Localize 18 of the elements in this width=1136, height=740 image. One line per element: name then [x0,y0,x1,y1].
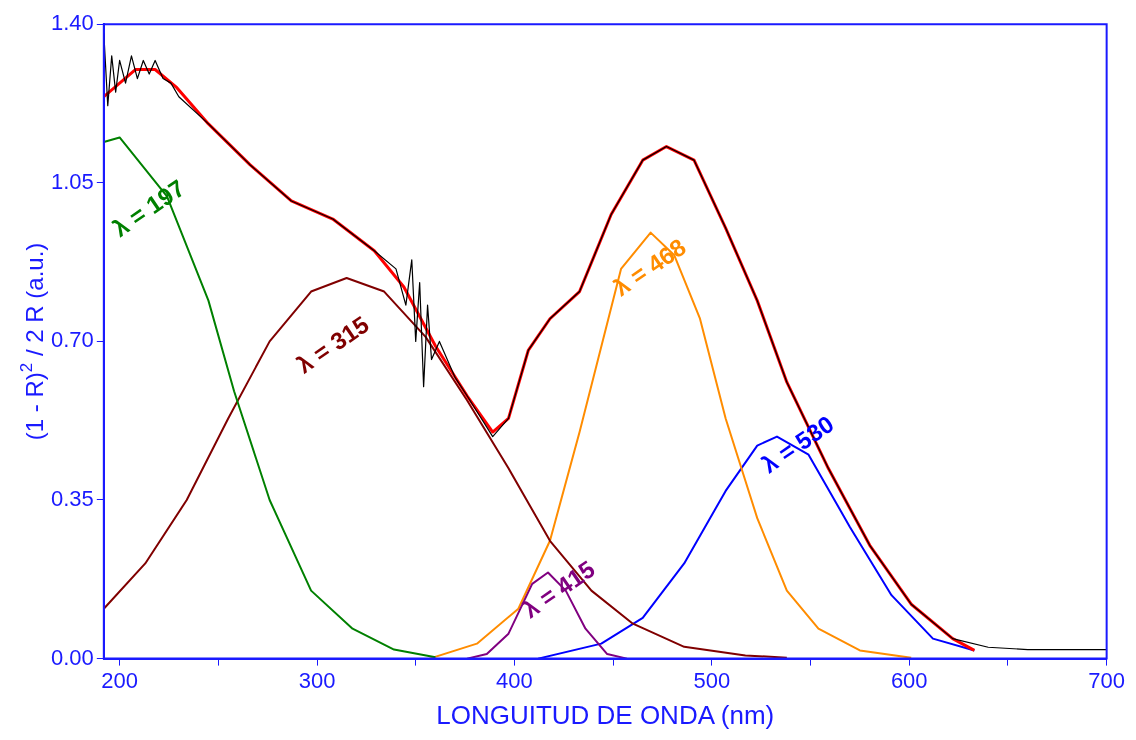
x-tick-label: 400 [496,667,533,693]
y-tick-label: 0.00 [50,644,94,670]
annotation: λ = 315 [291,310,374,379]
annotation: λ = 197 [107,174,190,242]
y-tick-label: 0.70 [50,327,94,353]
x-tick-label: 500 [693,667,731,693]
annotation: λ = 415 [517,555,600,624]
y-axis-title: (1 - R)2 / 2 R (a.u.) [16,242,48,441]
y-tick-label: 0.35 [50,486,94,512]
x-tick-label: 300 [298,667,336,693]
annotation: λ = 530 [756,410,839,479]
y-tick-label: 1.05 [50,168,94,194]
x-tick-label: 600 [890,667,928,693]
x-tick-label: 200 [101,667,138,693]
x-axis-title: LONGUITUD DE ONDA (nm) [436,700,775,731]
y-tick-label: 1.40 [50,10,94,36]
x-tick-label: 700 [1088,667,1126,693]
annotation: λ = 468 [608,233,691,302]
